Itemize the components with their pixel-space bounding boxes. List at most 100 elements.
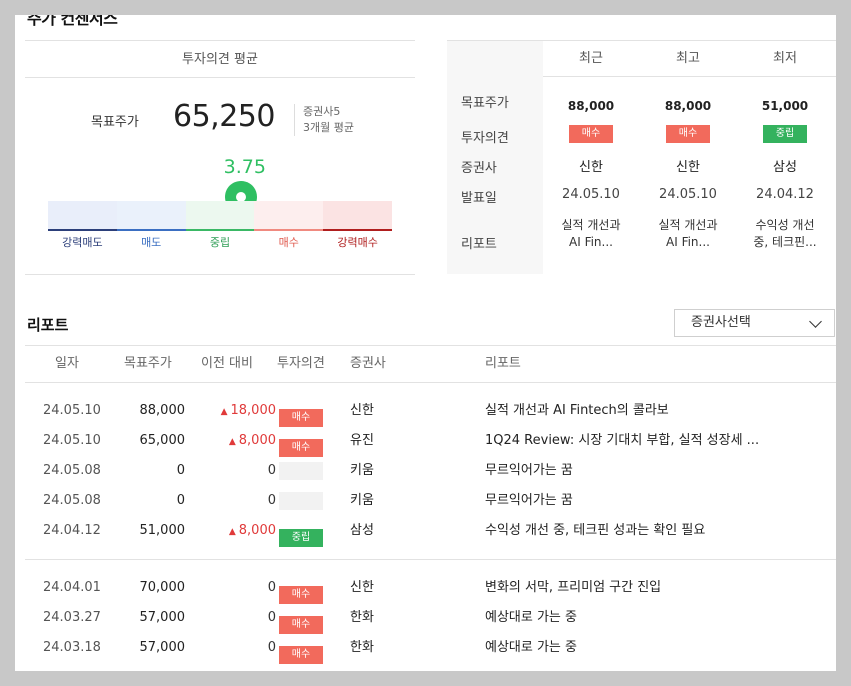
row-diff-value: 0 — [267, 580, 276, 595]
summary-target-price: 51,000 — [761, 99, 809, 113]
row-diff: ▲ 8,000 — [195, 426, 276, 457]
row-opinion: 매수 — [279, 639, 323, 669]
row-diff: ▲ 18,000 — [195, 396, 276, 427]
summary-report-link[interactable]: 실적 개선과 AI Fin... — [640, 217, 736, 251]
summary-opinion: 중립 — [737, 125, 833, 143]
row-broker: 한화 — [350, 610, 374, 625]
row-broker: 키움 — [350, 493, 374, 508]
row-opinion: 중립 — [279, 522, 323, 552]
summary-report-link[interactable]: 수익성 개선 중, 테크핀... — [737, 217, 833, 251]
opinion-badge: 매수 — [279, 409, 323, 427]
report-table-header: 일자 목표주가 이전 대비 투자의견 증권사 리포트 — [25, 345, 836, 383]
row-report-link[interactable]: 변화의 서막, 프리미엄 구간 진입 — [485, 580, 662, 595]
row-broker: 삼성 — [350, 523, 374, 538]
row-opinion — [279, 492, 323, 522]
report-list-title: 리포트 — [27, 316, 69, 334]
row-date: 24.05.08 — [43, 463, 101, 478]
target-price-label: 목표주가 — [91, 115, 139, 130]
row-report-link[interactable]: 예상대로 가는 중 — [485, 640, 577, 655]
summary-date: 24.05.10 — [659, 187, 717, 202]
row-report-link[interactable]: 무르익어가는 꿈 — [485, 493, 573, 508]
opinion-average-header: 투자의견 평균 — [25, 41, 415, 78]
row-broker: 신한 — [350, 580, 374, 595]
row-opinion — [279, 462, 323, 492]
scale-segment: 강력매수 — [323, 201, 392, 249]
table-row[interactable]: 24.05.10 65,000 ▲ 8,000 매수 유진 1Q24 Review: 시장 … — [25, 426, 836, 457]
table-row[interactable]: 24.05.08 0 0 키움 무르익어가는 꿈 — [25, 486, 836, 516]
row-report-link[interactable]: 수익성 개선 중, 테크핀 성과는 확인 필요 — [485, 523, 706, 538]
summary-date: 24.05.10 — [562, 187, 620, 202]
row-opinion: 매수 — [279, 609, 323, 639]
target-price-meta: 증권사5 3개월 평균 — [294, 104, 354, 136]
row-date: 24.04.01 — [43, 580, 101, 595]
scale-label: 강력매도 — [62, 236, 103, 249]
target-price-value: 65,250 — [173, 99, 275, 134]
scale-bar — [48, 201, 117, 231]
summary-date: 24.04.12 — [756, 187, 814, 202]
row-report-link[interactable]: 무르익어가는 꿈 — [485, 463, 573, 478]
col-header-lowest: 최저 — [773, 51, 797, 66]
row-diff-value: 8,000 — [238, 433, 276, 448]
summary-report-line: 중, 테크핀... — [753, 235, 817, 249]
summary-report-link[interactable]: 실적 개선과 AI Fin... — [543, 217, 639, 251]
table-row[interactable]: 24.04.01 70,000 0 매수 신한 변화의 서막, 프리미엄 구간 진입 — [25, 573, 836, 604]
row-report-link[interactable]: 1Q24 Review: 시장 기대치 부합, 실적 성장세 ... — [485, 433, 760, 448]
row-opinion: 매수 — [279, 402, 323, 432]
col-header-highest: 최고 — [676, 51, 700, 66]
row-date: 24.03.18 — [43, 640, 101, 655]
row-diff: 0 — [195, 573, 276, 603]
scale-bar — [185, 201, 255, 231]
scale-label: 매수 — [278, 236, 299, 249]
table-row[interactable]: 24.05.10 88,000 ▲ 18,000 매수 신한 실적 개선과 AI Finte… — [25, 396, 836, 427]
row-target-price: 0 — [176, 463, 185, 478]
opinion-badge: 매수 — [279, 439, 323, 457]
opinion-average-panel: 투자의견 평균 목표주가 65,250 증권사5 3개월 평균 3.75 강력매… — [25, 40, 415, 275]
row-diff: 0 — [195, 456, 276, 486]
up-arrow-icon: ▲ — [228, 527, 236, 537]
row-diff-value: 18,000 — [230, 403, 277, 418]
broker-select[interactable]: 증권사선택 — [674, 309, 835, 337]
up-arrow-icon: ▲ — [220, 407, 228, 417]
opinion-score: 3.75 — [223, 156, 266, 178]
broker-count: 증권사5 — [303, 105, 341, 118]
summary-report-line: AI Fin... — [666, 235, 710, 249]
table-row[interactable]: 24.05.08 0 0 키움 무르익어가는 꿈 — [25, 456, 836, 486]
row-broker: 신한 — [350, 403, 374, 418]
row-target-price: 57,000 — [139, 610, 186, 625]
opinion-scale: 강력매도 매도 중립 매수 강력매수 — [48, 201, 392, 249]
scale-segment: 매수 — [254, 201, 324, 249]
row-diff-value: 0 — [267, 493, 276, 508]
table-row[interactable]: 24.04.12 51,000 ▲ 8,000 중립 삼성 수익성 개선 중, 테크핀 성과… — [25, 516, 836, 547]
table-row[interactable]: 24.03.18 57,000 0 매수 한화 예상대로 가는 중 — [25, 633, 836, 664]
table-row[interactable]: 24.03.27 57,000 0 매수 한화 예상대로 가는 중 — [25, 603, 836, 634]
row-diff: 0 — [195, 486, 276, 516]
summary-opinion: 매수 — [640, 125, 736, 143]
row-date: 24.03.27 — [43, 610, 101, 625]
row-date: 24.05.08 — [43, 493, 101, 508]
average-period: 3개월 평균 — [303, 121, 354, 134]
row-target-price: 0 — [176, 493, 185, 508]
scale-segment: 강력매도 — [48, 201, 117, 249]
summary-report-line: 실적 개선과 — [561, 218, 621, 232]
row-report-link[interactable]: 예상대로 가는 중 — [485, 610, 577, 625]
row-diff-value: 0 — [267, 463, 276, 478]
col-header-recent: 최근 — [579, 51, 603, 66]
chevron-down-icon — [809, 315, 822, 328]
th-report: 리포트 — [485, 356, 521, 371]
scale-label: 강력매수 — [337, 236, 378, 249]
row-target-price: 65,000 — [139, 433, 186, 448]
row-diff: 0 — [195, 633, 276, 663]
section-title: 주가 컨센서스 — [27, 15, 118, 28]
opinion-badge: 매수 — [279, 646, 323, 664]
summary-label-column — [447, 40, 543, 274]
row-date: 24.05.10 — [43, 433, 101, 448]
broker-select-label: 증권사선택 — [691, 315, 751, 330]
row-broker: 유진 — [350, 433, 374, 448]
row-date: 24.05.10 — [43, 403, 101, 418]
row-label-report: 리포트 — [461, 237, 497, 252]
row-report-link[interactable]: 실적 개선과 AI Fintech의 콜라보 — [485, 403, 669, 418]
up-arrow-icon: ▲ — [228, 437, 236, 447]
scale-bar — [254, 201, 324, 231]
row-diff-value: 0 — [267, 610, 276, 625]
row-date: 24.04.12 — [43, 523, 101, 538]
